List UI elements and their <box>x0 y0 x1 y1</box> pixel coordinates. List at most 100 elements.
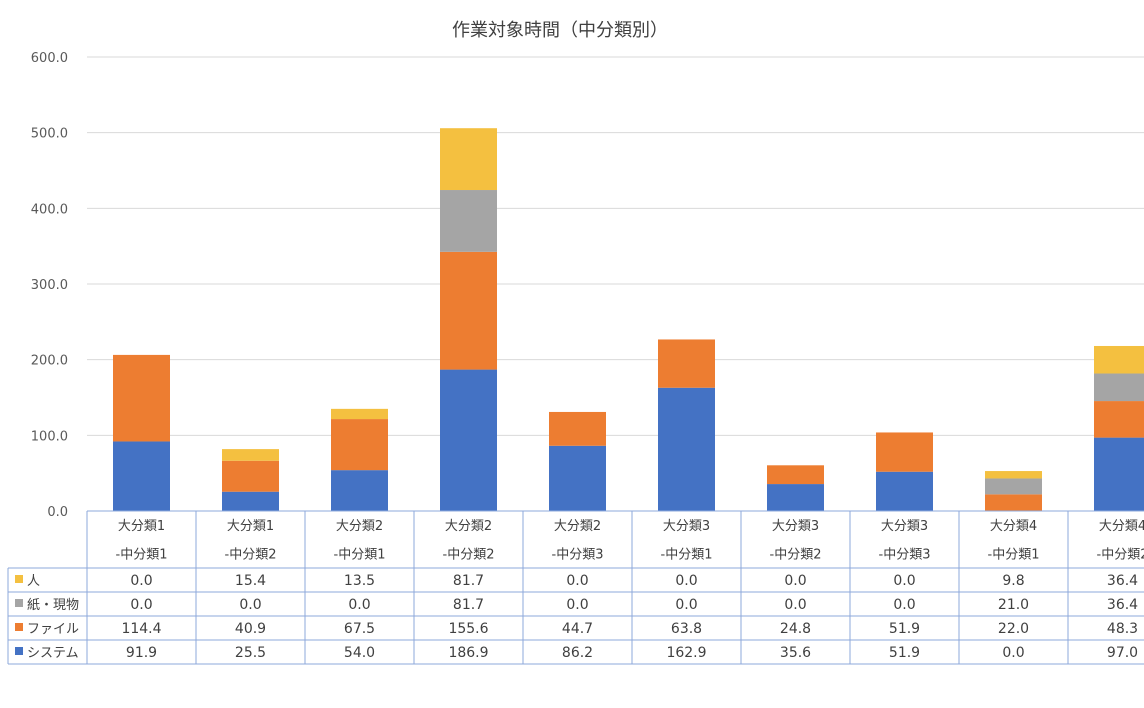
data-label: 81.7 <box>453 573 484 589</box>
category-label: 大分類4 <box>1099 519 1144 534</box>
category-label: 大分類2 <box>445 519 492 534</box>
data-label: 114.4 <box>121 621 161 637</box>
data-label: 97.0 <box>1107 645 1138 661</box>
legend-swatch <box>15 623 23 631</box>
y-tick-label: 300.0 <box>31 278 68 293</box>
y-tick-label: 500.0 <box>31 127 68 142</box>
legend-swatch <box>15 599 23 607</box>
data-label: 0.0 <box>675 573 697 589</box>
category-label: 大分類2 <box>554 519 601 534</box>
data-label: 21.0 <box>998 597 1029 613</box>
data-label: 0.0 <box>239 597 261 613</box>
data-label: 0.0 <box>130 573 152 589</box>
data-label: 0.0 <box>675 597 697 613</box>
bar-segment <box>549 411 606 446</box>
category-label: -中分類2 <box>225 548 277 563</box>
data-label: 0.0 <box>784 597 806 613</box>
data-label: 0.0 <box>893 597 915 613</box>
gridlines <box>87 56 1144 436</box>
y-tick-label: 200.0 <box>31 354 68 369</box>
data-label: 13.5 <box>344 573 375 589</box>
bar-segment <box>658 339 715 388</box>
data-label: 67.5 <box>344 621 375 637</box>
bar-segment <box>440 251 497 370</box>
bar-segment <box>440 190 497 252</box>
data-label: 0.0 <box>566 597 588 613</box>
data-label: 36.4 <box>1107 573 1138 589</box>
bar-segment <box>1094 373 1144 402</box>
category-label: 大分類3 <box>772 519 819 534</box>
bar-segment <box>876 432 933 472</box>
category-label: 大分類1 <box>118 519 165 534</box>
bars <box>113 128 1144 511</box>
category-label: -中分類1 <box>988 548 1040 563</box>
bar-segment <box>767 484 824 511</box>
bar-segment <box>113 441 170 511</box>
bar-segment <box>222 491 279 511</box>
y-tick-label: 0.0 <box>47 505 68 520</box>
data-label: 9.8 <box>1002 573 1024 589</box>
bar-segment <box>1094 401 1144 438</box>
bar-segment <box>331 470 388 511</box>
bar-segment <box>658 387 715 511</box>
bar-segment <box>222 460 279 492</box>
legend-label: 紙・現物 <box>27 598 79 613</box>
category-label: -中分類1 <box>661 548 713 563</box>
data-label: 86.2 <box>562 645 593 661</box>
data-label: 81.7 <box>453 597 484 613</box>
data-label: 22.0 <box>998 621 1029 637</box>
category-label: -中分類3 <box>552 548 604 563</box>
data-label: 25.5 <box>235 645 266 661</box>
category-label: 大分類2 <box>336 519 383 534</box>
legend-label: 人 <box>27 574 40 589</box>
bar-segment <box>549 445 606 511</box>
bar-segment <box>331 408 388 420</box>
bar-segment <box>985 478 1042 495</box>
data-label: 186.9 <box>448 645 488 661</box>
data-label: 0.0 <box>348 597 370 613</box>
legend-label: ファイル <box>27 622 79 637</box>
data-label: 0.0 <box>130 597 152 613</box>
category-label: -中分類1 <box>334 548 386 563</box>
bar-segment <box>985 494 1042 511</box>
bar-segment <box>767 465 824 485</box>
data-label: 91.9 <box>126 645 157 661</box>
bar-segment <box>1094 437 1144 511</box>
data-label: 48.3 <box>1107 621 1138 637</box>
bar-segment <box>440 128 497 191</box>
data-label: 0.0 <box>1002 645 1024 661</box>
category-label: -中分類3 <box>879 548 931 563</box>
bar-segment <box>113 354 170 442</box>
y-tick-label: 400.0 <box>31 202 68 217</box>
data-label: 35.6 <box>780 645 811 661</box>
legend-label: システム <box>27 646 79 661</box>
bar-segment <box>1094 345 1144 374</box>
bar-segment <box>876 471 933 511</box>
data-label: 0.0 <box>893 573 915 589</box>
bar-segment <box>985 471 1042 479</box>
data-label: 155.6 <box>448 621 488 637</box>
legend-swatch <box>15 647 23 655</box>
data-label: 36.4 <box>1107 597 1138 613</box>
category-label: 大分類1 <box>227 519 274 534</box>
chart-title: 作業対象時間（中分類別） <box>452 20 668 41</box>
data-label: 162.9 <box>666 645 706 661</box>
category-label: -中分類2 <box>770 548 822 563</box>
bar-segment <box>222 449 279 461</box>
data-label: 54.0 <box>344 645 375 661</box>
category-label: -中分類2 <box>443 548 495 563</box>
data-label: 63.8 <box>671 621 702 637</box>
category-label: -中分類1 <box>116 548 168 563</box>
data-label: 15.4 <box>235 573 266 589</box>
data-label: 51.9 <box>889 645 920 661</box>
y-tick-label: 100.0 <box>31 429 68 444</box>
category-label: 大分類4 <box>990 519 1037 534</box>
data-label: 51.9 <box>889 621 920 637</box>
data-label: 40.9 <box>235 621 266 637</box>
category-label: 大分類3 <box>663 519 710 534</box>
bar-segment <box>331 419 388 471</box>
y-tick-label: 600.0 <box>31 51 68 66</box>
category-label: 大分類3 <box>881 519 928 534</box>
y-axis: 0.0 100.0 200.0 300.0 400.0 500.0 600.0 <box>31 51 68 520</box>
